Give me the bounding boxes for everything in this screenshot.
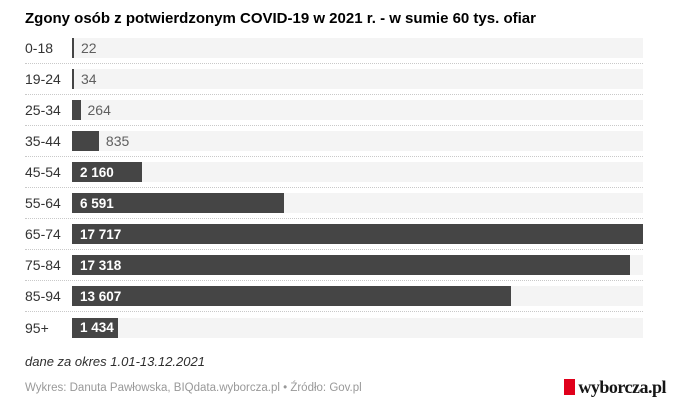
value-label: 34 [81,71,97,87]
category-label: 65-74 [25,226,61,242]
bar-track: 13 607 [72,286,643,306]
chart-row: 19-24 34 [25,64,643,95]
bar: 17 318 [72,255,631,275]
value-label: 17 717 [80,226,122,242]
value-label: 22 [81,40,97,56]
bar: 13 607 [72,286,511,306]
value-label: 13 607 [80,288,122,304]
category-label: 25-34 [25,102,61,118]
value-label: 17 318 [80,257,122,273]
category-label: 19-24 [25,71,61,87]
chart-row: 65-74 17 717 [25,219,643,250]
bar-track: 1 434 [72,317,643,338]
category-label: 0-18 [25,40,54,56]
chart-row: 0-18 22 [25,33,643,64]
credits-line: Wykres: Danuta Pawłowska, BIQdata.wyborc… [25,382,362,394]
chart-row: 25-34 264 [25,95,643,126]
chart-row: 45-54 2 160 [25,157,643,188]
category-label: 85-94 [25,288,61,304]
category-label: 45-54 [25,164,61,180]
bar: 2 160 [72,162,142,182]
bar [72,69,74,89]
bar-track: 17 318 [72,255,643,275]
bar [72,100,81,120]
wyborcza-logo: wyborcza.pl [564,378,666,396]
bar [72,38,74,58]
bar: 17 717 [72,224,643,244]
category-label: 95+ [25,319,49,336]
chart-footer: Wykres: Danuta Pawłowska, BIQdata.wyborc… [25,378,666,396]
value-label: 6 591 [80,195,114,211]
chart-row: 35-44 835 [25,126,643,157]
category-label: 35-44 [25,133,61,149]
bar-track: 6 591 [72,193,643,213]
bar-track: 264 [72,100,643,120]
bar-track: 34 [72,69,643,89]
chart-row: 95+ 1 434 [25,312,643,343]
bar: 1 434 [72,317,119,338]
chart-row: 85-94 13 607 [25,281,643,312]
wyborcza-logo-red-square-icon [564,379,576,395]
bar-track: 22 [72,38,643,58]
chart-row: 55-64 6 591 [25,188,643,219]
category-label: 75-84 [25,257,61,273]
chart-title: Zgony osób z potwierdzonym COVID-19 w 20… [25,10,536,27]
value-label: 2 160 [80,164,114,180]
chart-row: 75-84 17 318 [25,250,643,281]
value-label: 1 434 [80,320,114,335]
bar-chart: 0-18 22 19-24 34 25-34 264 35-44 835 45-54 2 160 5… [25,33,643,343]
bar-track: 17 717 [72,224,643,244]
bar-track: 2 160 [72,162,643,182]
chart-footnote: dane za okres 1.01-13.12.2021 [25,354,205,369]
bar: 6 591 [72,193,285,213]
value-label: 264 [87,102,111,118]
value-label: 835 [105,133,130,149]
category-label: 55-64 [25,195,61,211]
bar-track: 835 [72,131,643,151]
wyborcza-logo-text: wyborcza.pl [578,377,666,397]
bar [72,131,99,151]
